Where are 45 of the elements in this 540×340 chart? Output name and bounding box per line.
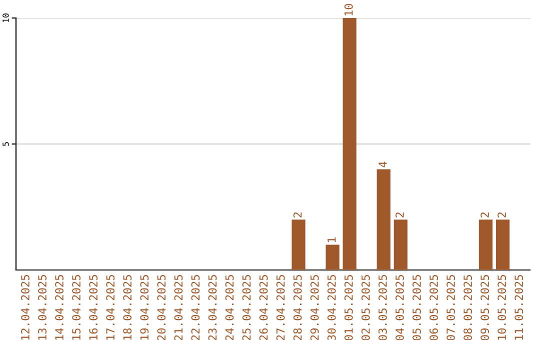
x-tick-label: 17.04.2025: [106, 275, 115, 340]
data-label: 2: [293, 212, 302, 218]
bar: [478, 220, 493, 270]
x-tick-label: 18.04.2025: [123, 275, 132, 340]
x-tick-label: 28.04.2025: [293, 275, 302, 340]
x-tick-label: 22.04.2025: [191, 275, 200, 340]
bar: [342, 18, 356, 270]
data-label: 2: [396, 212, 404, 218]
data-label: 2: [480, 212, 489, 218]
data-label: 2: [498, 212, 506, 218]
x-tick-label: 15.04.2025: [72, 275, 81, 340]
data-label: 10: [344, 4, 353, 16]
bar: [496, 220, 510, 270]
x-tick-label: 19.04.2025: [140, 275, 149, 340]
x-tick-label: 03.05.2025: [378, 275, 387, 340]
x-tick-label: 25.04.2025: [242, 275, 251, 340]
bar: [326, 244, 340, 270]
data-label: 1: [328, 237, 336, 242]
x-tick-label: 12.04.2025: [21, 275, 30, 340]
x-tick-label: 10.05.2025: [498, 275, 506, 340]
x-tick-label: 06.05.2025: [430, 275, 438, 340]
x-tick-label: 29.04.2025: [310, 275, 319, 340]
x-tick-label: 08.05.2025: [464, 275, 472, 340]
x-tick-label: 27.04.2025: [276, 275, 285, 340]
bar: [292, 220, 306, 270]
x-tick-label: 20.04.2025: [157, 275, 166, 340]
x-tick-label: 24.04.2025: [225, 275, 234, 340]
x-tick-label: 16.04.2025: [89, 275, 98, 340]
x-tick-label: 01.05.2025: [344, 275, 353, 340]
x-tick-label: 05.05.2025: [412, 275, 421, 340]
x-tick-label: 26.04.2025: [259, 275, 268, 340]
x-tick-label: 02.05.2025: [361, 275, 370, 340]
x-tick-label: 21.04.2025: [174, 275, 183, 340]
x-tick-label: 07.05.2025: [446, 275, 455, 340]
x-tick-label: 09.05.2025: [480, 275, 489, 340]
x-tick-label: 14.04.2025: [55, 275, 64, 340]
x-tick-label: 30.04.2025: [327, 275, 336, 340]
data-label: 4: [378, 162, 387, 168]
x-tick-label: 11.05.2025: [514, 275, 524, 340]
x-tick-label: 23.04.2025: [208, 275, 217, 340]
x-tick-label: 13.04.2025: [38, 275, 46, 340]
bar: [394, 220, 408, 270]
bar: [376, 169, 390, 270]
x-tick-label: 04.05.2025: [396, 275, 404, 340]
y-tick-label: 5: [2, 142, 9, 146]
